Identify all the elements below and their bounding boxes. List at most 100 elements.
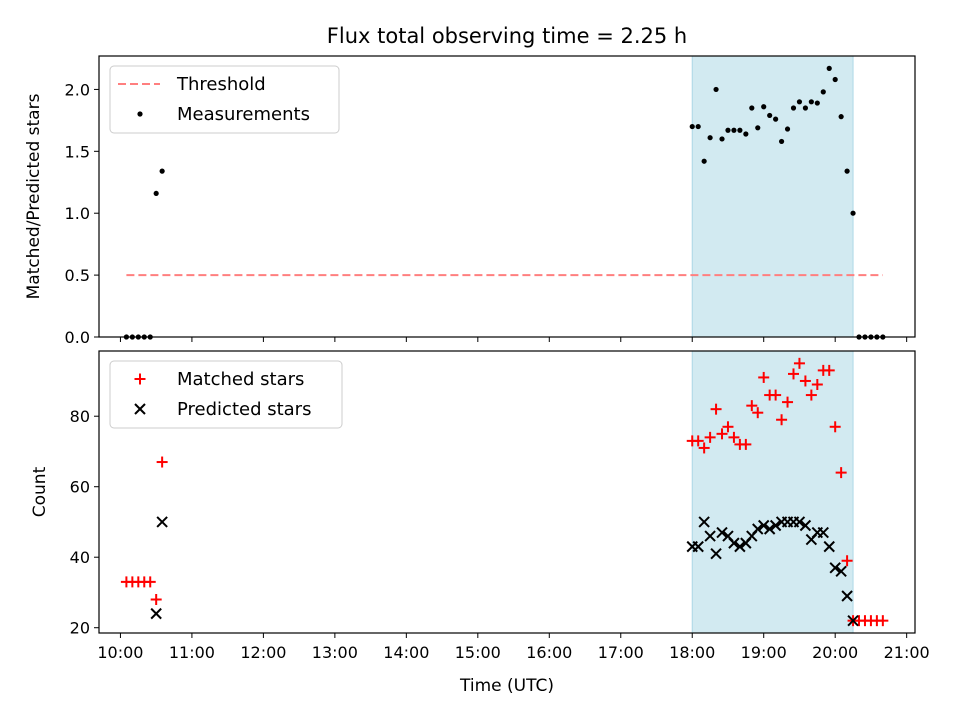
measurement-point	[767, 112, 773, 119]
legend-top: Threshold Measurements	[109, 65, 340, 134]
measurement-point	[695, 123, 701, 130]
matched-star-marker	[758, 371, 770, 383]
matched-star-marker	[782, 396, 794, 408]
predicted-star-marker-b	[829, 562, 841, 574]
measurement-point	[761, 104, 767, 110]
legend-measurement-swatch	[137, 111, 143, 117]
matched-star-marker	[692, 435, 704, 447]
matched-star-marker	[877, 615, 889, 627]
predicted-star-marker-b	[156, 516, 168, 528]
measurement-point	[153, 190, 159, 197]
predicted-star-marker	[156, 516, 168, 528]
predicted-star-marker-b	[698, 516, 710, 528]
predicted-star-marker	[823, 540, 835, 553]
predicted-star-marker-b	[793, 516, 806, 528]
legend-label: Matched stars	[177, 369, 304, 390]
legend-box-top	[109, 65, 340, 134]
matched-star-marker	[704, 431, 716, 443]
measurement-point	[719, 136, 725, 142]
matched-star-marker	[722, 421, 734, 433]
matched-star-marker	[144, 576, 156, 588]
shaded-interval-top	[691, 55, 854, 338]
legend-box-bottom	[109, 360, 343, 429]
x-tick-label: 20:00	[812, 643, 858, 662]
predicted-star-marker-b	[728, 537, 740, 549]
measurement-point	[838, 114, 844, 120]
matched-star-marker	[829, 421, 841, 433]
measurement-point	[832, 76, 838, 83]
measurement-point	[743, 131, 749, 137]
measurement-point	[701, 158, 707, 164]
predicted-star-marker-b	[841, 590, 853, 602]
measurement-point	[737, 127, 743, 133]
x-tick-label: 15:00	[455, 643, 501, 662]
predicted-star-marker-b	[692, 540, 704, 553]
predicted-star-marker-b	[769, 519, 782, 532]
predicted-star-marker	[835, 565, 847, 578]
matched-star-marker	[811, 378, 823, 390]
predicted-star-marker-b	[704, 530, 716, 542]
predicted-star-marker-b	[823, 540, 835, 553]
matched-star-marker	[746, 400, 758, 412]
predicted-star-marker	[728, 537, 740, 549]
plot-frame-bottom	[98, 350, 916, 634]
matched-star-marker	[787, 368, 799, 380]
predicted-star-marker	[763, 523, 776, 535]
predicted-star-marker-b	[716, 526, 728, 539]
predicted-star-marker-b	[734, 540, 746, 553]
plot-frame-top	[98, 55, 916, 338]
matched-star-marker	[793, 357, 805, 369]
measurement-point	[784, 126, 791, 132]
x-tick-label: 21:00	[884, 643, 930, 662]
measurement-point	[689, 123, 695, 130]
predicted-star-marker-b	[758, 519, 770, 532]
measurement-point	[749, 105, 755, 111]
y-tick-label-top: 1.5	[65, 142, 90, 161]
matched-star-marker	[710, 403, 722, 415]
matched-star-marker	[770, 389, 782, 401]
measurement-point	[850, 210, 856, 216]
x-tick-label: 17:00	[598, 643, 644, 662]
predicted-star-marker	[734, 540, 746, 553]
predicted-star-marker	[841, 590, 853, 602]
matched-star-marker	[728, 431, 740, 443]
measurement-point	[713, 86, 719, 93]
matched-star-marker	[823, 364, 835, 376]
predicted-star-marker-b	[722, 530, 734, 542]
predicted-star-marker	[752, 523, 764, 535]
legend-label: Measurements	[177, 104, 310, 125]
predicted-star-marker	[692, 540, 704, 553]
predicted-star-marker-b	[835, 565, 847, 578]
matched-star-marker	[752, 407, 764, 419]
y-tick-label-top: 0.0	[65, 328, 90, 347]
measurement-point	[773, 116, 779, 122]
x-tick-label: 14:00	[383, 643, 429, 662]
predicted-star-marker	[710, 547, 722, 560]
matched-star-marker	[805, 389, 817, 401]
x-tick-label: 16:00	[526, 643, 572, 662]
matched-star-marker	[716, 428, 728, 440]
predicted-star-marker-b	[710, 547, 722, 560]
matched-star-marker	[150, 594, 162, 606]
measurement-point	[707, 135, 713, 141]
measurement-point	[731, 127, 737, 133]
legend-label: Threshold	[176, 74, 266, 95]
y-axis-label-top: Matched/Predicted stars	[24, 93, 44, 299]
predicted-star-marker	[829, 562, 841, 574]
predicted-star-marker	[817, 526, 829, 539]
predicted-star-marker	[769, 519, 782, 532]
measurement-point	[826, 65, 832, 71]
predicted-star-marker	[150, 607, 162, 620]
matched-star-marker	[776, 414, 788, 426]
measurement-point	[159, 168, 165, 174]
legend-predicted-swatch	[134, 403, 146, 415]
predicted-star-marker	[793, 516, 806, 528]
matched-star-marker	[841, 555, 853, 567]
measurement-point	[778, 138, 785, 145]
legend-label: Predicted stars	[177, 399, 311, 420]
predicted-star-marker	[799, 519, 812, 532]
x-tick-label: 18:00	[669, 643, 715, 662]
measurement-point	[755, 125, 761, 131]
x-tick-label: 13:00	[312, 643, 358, 662]
